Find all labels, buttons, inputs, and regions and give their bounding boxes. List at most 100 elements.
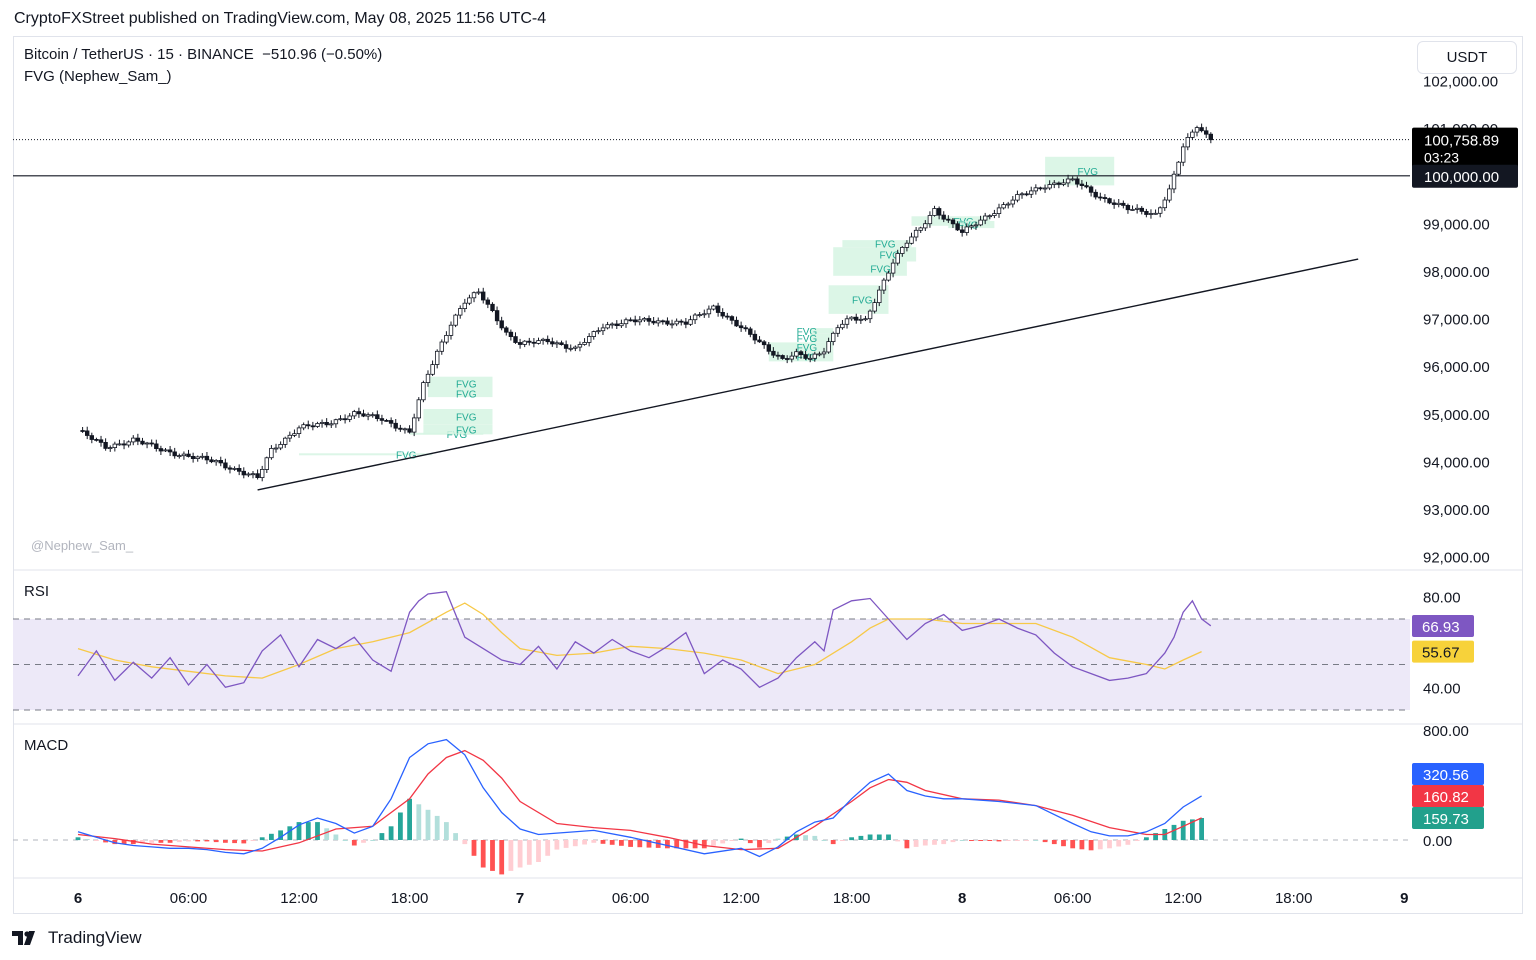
candle-body: [1194, 127, 1200, 133]
candle-body: [273, 447, 279, 450]
candle-body: [660, 320, 665, 323]
candle-body: [978, 219, 983, 226]
candle-body: [439, 341, 444, 352]
time-axis-label: 12:00: [722, 890, 760, 907]
candle-body: [131, 437, 136, 443]
signal-value-tag: [1412, 785, 1484, 807]
price-axis-label: 99,000.00: [1423, 216, 1490, 233]
macd-histogram-bar: [775, 838, 781, 840]
candle-body: [1065, 178, 1071, 184]
indicator-legend[interactable]: FVG (Nephew_Sam_): [24, 68, 172, 85]
candle-body: [467, 297, 472, 304]
candle-body: [140, 440, 145, 445]
candle-body: [573, 346, 578, 349]
candle-body: [407, 428, 412, 433]
candle-body: [352, 411, 357, 417]
candle-body: [1130, 208, 1135, 211]
candle-body: [1204, 130, 1209, 135]
fvg-label: FVG: [958, 221, 979, 232]
candle-body: [536, 340, 541, 344]
candle-body: [748, 328, 753, 335]
fvg-label: FVG: [797, 334, 818, 345]
candle-body: [734, 319, 739, 327]
price-axis-label: 94,000.00: [1423, 454, 1490, 471]
macd-histogram-bar: [425, 809, 431, 841]
fvg-zone: [810, 328, 834, 334]
tradingview-brand[interactable]: TradingView: [48, 928, 142, 947]
candle-body: [324, 421, 329, 426]
candle-body: [1033, 187, 1038, 192]
macd-histogram-bar: [554, 840, 560, 850]
candle-body: [126, 441, 131, 446]
symbol-name[interactable]: Bitcoin / TetherUS · 15 · BINANCE: [24, 46, 254, 63]
candle-body: [333, 419, 339, 425]
candle-body: [494, 310, 500, 322]
candle-body: [1167, 188, 1172, 201]
candle-body: [844, 318, 850, 325]
time-axis-label: 18:00: [1275, 890, 1313, 907]
candle-body: [725, 315, 730, 318]
candle-body: [1052, 182, 1057, 185]
macd-histogram-bar: [941, 840, 947, 845]
fvg-label: FVG: [870, 265, 891, 276]
candle-body: [1176, 161, 1181, 175]
macd-histogram-bar: [895, 840, 901, 842]
fvg-label: FVG: [797, 327, 818, 338]
macd-pane-title[interactable]: MACD: [24, 737, 69, 754]
candle-body: [554, 342, 560, 345]
candle-body: [80, 430, 85, 432]
candle-body: [1153, 212, 1158, 215]
candle-body: [1148, 213, 1154, 215]
candle-body: [771, 350, 776, 356]
candle-body: [1190, 131, 1195, 138]
candle-body: [656, 320, 661, 324]
candle-body: [144, 442, 150, 445]
macd-histogram-bar: [195, 840, 201, 842]
candle-body: [854, 316, 859, 321]
candle-body: [379, 418, 385, 421]
candle-body: [886, 272, 891, 281]
candle-body: [692, 314, 698, 321]
macd-histogram-bar: [591, 840, 597, 843]
candle-body: [927, 215, 933, 225]
macd-histogram-bar: [1015, 840, 1020, 841]
macd-histogram-bar: [278, 830, 283, 840]
time-axis-label: 06:00: [612, 890, 650, 907]
macd-histogram-bar: [1199, 818, 1204, 840]
tradingview-logo-icon[interactable]: [12, 930, 42, 946]
price-axis-label: 93,000.00: [1423, 502, 1490, 519]
macd-histogram-bar: [176, 840, 182, 843]
candle-body: [1038, 187, 1043, 190]
candle-body: [384, 419, 389, 422]
macd-histogram-bar: [978, 840, 983, 841]
price-change: −510.96 (−0.50%): [262, 46, 383, 63]
trendline: [257, 258, 1359, 491]
macd-histogram-bar: [821, 840, 827, 841]
candle-body: [1006, 203, 1011, 206]
candle-body: [679, 320, 684, 323]
candle-body: [522, 340, 527, 345]
candle-body: [637, 319, 642, 323]
fvg-zone: [428, 390, 493, 398]
candle-body: [969, 225, 974, 228]
candle-body: [232, 467, 237, 470]
publisher-line: CryptoFXStreet published on TradingView.…: [14, 10, 547, 27]
level-tag: [1412, 164, 1518, 188]
candle-body: [163, 449, 168, 452]
candle-body: [527, 340, 532, 343]
candle-body: [789, 355, 794, 360]
rsi-pane-title[interactable]: RSI: [24, 583, 50, 600]
candle-body: [688, 319, 693, 325]
histogram-value-label: 159.73: [1423, 811, 1469, 828]
candle-body: [596, 330, 601, 333]
macd-histogram-bar: [1097, 840, 1103, 850]
candle-body: [895, 253, 900, 264]
candle-body: [932, 208, 937, 216]
candle-body: [697, 314, 702, 317]
macd-histogram-bar: [333, 834, 339, 840]
candle-body: [393, 422, 398, 429]
candle-body: [480, 291, 486, 301]
currency-button[interactable]: USDT: [1417, 41, 1517, 74]
macd-histogram-bar: [204, 840, 210, 842]
